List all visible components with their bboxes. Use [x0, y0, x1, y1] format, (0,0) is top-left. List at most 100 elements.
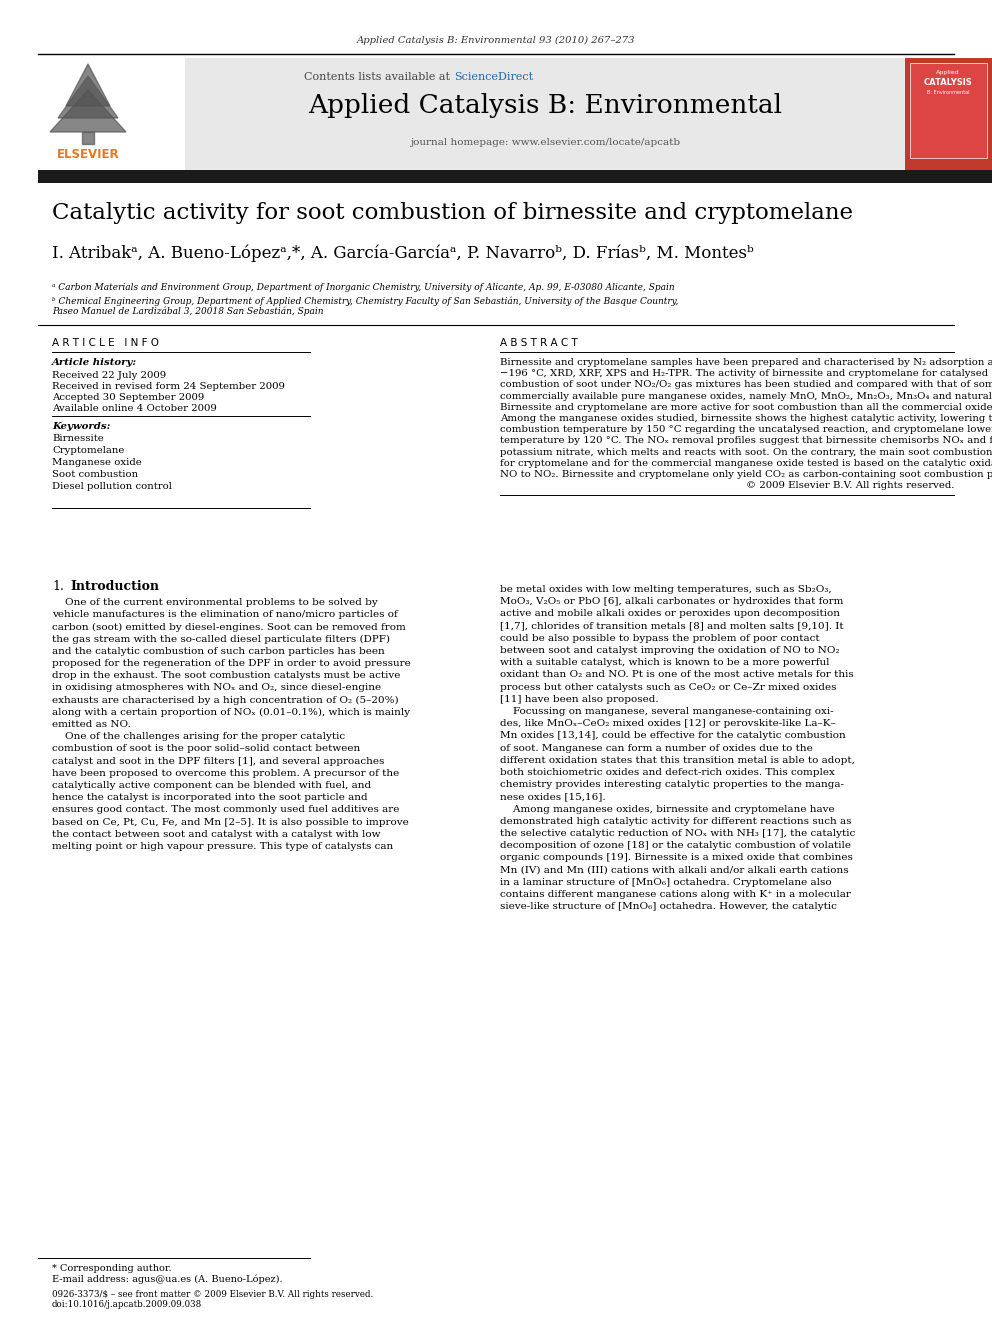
Text: Introduction: Introduction — [70, 579, 159, 593]
Text: MoO₃, V₂O₅ or PbO [6], alkali carbonates or hydroxides that form: MoO₃, V₂O₅ or PbO [6], alkali carbonates… — [500, 597, 843, 606]
Text: drop in the exhaust. The soot combustion catalysts must be active: drop in the exhaust. The soot combustion… — [52, 671, 401, 680]
Text: Diesel pollution control: Diesel pollution control — [52, 482, 172, 491]
Text: and the catalytic combustion of such carbon particles has been: and the catalytic combustion of such car… — [52, 647, 385, 656]
Text: have been proposed to overcome this problem. A precursor of the: have been proposed to overcome this prob… — [52, 769, 399, 778]
Text: Contents lists available at: Contents lists available at — [305, 71, 454, 82]
Text: B: Environmental: B: Environmental — [927, 90, 969, 95]
Text: different oxidation states that this transition metal is able to adopt,: different oxidation states that this tra… — [500, 755, 855, 765]
Polygon shape — [50, 90, 126, 132]
Bar — [38, 58, 185, 169]
Text: with a suitable catalyst, which is known to be a more powerful: with a suitable catalyst, which is known… — [500, 659, 829, 667]
Text: Birnessite: Birnessite — [52, 434, 104, 443]
Text: temperature by 120 °C. The NOₓ removal profiles suggest that birnessite chemisor: temperature by 120 °C. The NOₓ removal p… — [500, 437, 992, 446]
Text: the gas stream with the so-called diesel particulate filters (DPF): the gas stream with the so-called diesel… — [52, 635, 390, 644]
Text: One of the challenges arising for the proper catalytic: One of the challenges arising for the pr… — [52, 732, 345, 741]
Text: Catalytic activity for soot combustion of birnessite and cryptomelane: Catalytic activity for soot combustion o… — [52, 202, 853, 224]
Text: Applied: Applied — [936, 70, 960, 75]
Text: 0926-3373/$ – see front matter © 2009 Elsevier B.V. All rights reserved.: 0926-3373/$ – see front matter © 2009 El… — [52, 1290, 373, 1299]
Text: Soot combustion: Soot combustion — [52, 470, 138, 479]
Text: doi:10.1016/j.apcatb.2009.09.038: doi:10.1016/j.apcatb.2009.09.038 — [52, 1301, 202, 1308]
Text: the selective catalytic reduction of NOₓ with NH₃ [17], the catalytic: the selective catalytic reduction of NOₓ… — [500, 830, 855, 837]
Text: 1.: 1. — [52, 579, 63, 593]
Text: chemistry provides interesting catalytic properties to the manga-: chemistry provides interesting catalytic… — [500, 781, 844, 790]
Text: organic compounds [19]. Birnessite is a mixed oxide that combines: organic compounds [19]. Birnessite is a … — [500, 853, 853, 863]
Text: in oxidising atmospheres with NOₓ and O₂, since diesel-engine: in oxidising atmospheres with NOₓ and O₂… — [52, 684, 381, 692]
Text: Applied Catalysis B: Environmental: Applied Catalysis B: Environmental — [308, 93, 782, 118]
Text: for cryptomelane and for the commercial manganese oxide tested is based on the c: for cryptomelane and for the commercial … — [500, 459, 992, 468]
Text: A R T I C L E   I N F O: A R T I C L E I N F O — [52, 337, 159, 348]
Text: oxidant than O₂ and NO. Pt is one of the most active metals for this: oxidant than O₂ and NO. Pt is one of the… — [500, 671, 854, 680]
Text: active and mobile alkali oxides or peroxides upon decomposition: active and mobile alkali oxides or perox… — [500, 610, 840, 618]
Text: Birnessite and cryptomelane are more active for soot combustion than all the com: Birnessite and cryptomelane are more act… — [500, 402, 992, 411]
Text: Keywords:: Keywords: — [52, 422, 110, 431]
Text: in a laminar structure of [MnO₆] octahedra. Cryptomelane also: in a laminar structure of [MnO₆] octahed… — [500, 877, 831, 886]
Text: Paseo Manuel de Lardizábal 3, 20018 San Sebastián, Spain: Paseo Manuel de Lardizábal 3, 20018 San … — [52, 307, 323, 316]
Bar — [185, 58, 905, 169]
Text: −196 °C, XRD, XRF, XPS and H₂-TPR. The activity of birnessite and cryptomelane f: −196 °C, XRD, XRF, XPS and H₂-TPR. The a… — [500, 369, 988, 378]
Text: of soot. Manganese can form a number of oxides due to the: of soot. Manganese can form a number of … — [500, 744, 812, 753]
Polygon shape — [82, 132, 94, 144]
Text: be metal oxides with low melting temperatures, such as Sb₂O₃,: be metal oxides with low melting tempera… — [500, 585, 831, 594]
Text: Manganese oxide: Manganese oxide — [52, 458, 142, 467]
Text: I. Atribakᵃ, A. Bueno-Lópezᵃ,*, A. García-Garcíaᵃ, P. Navarroᵇ, D. Fríasᵇ, M. Mo: I. Atribakᵃ, A. Bueno-Lópezᵃ,*, A. Garcí… — [52, 245, 754, 262]
Text: Among manganese oxides, birnessite and cryptomelane have: Among manganese oxides, birnessite and c… — [500, 804, 834, 814]
Text: sieve-like structure of [MnO₆] octahedra. However, the catalytic: sieve-like structure of [MnO₆] octahedra… — [500, 902, 837, 912]
Text: emitted as NO.: emitted as NO. — [52, 720, 131, 729]
Text: des, like MnOₓ–CeO₂ mixed oxides [12] or perovskite-like La–K–: des, like MnOₓ–CeO₂ mixed oxides [12] or… — [500, 720, 835, 728]
Text: ensures good contact. The most commonly used fuel additives are: ensures good contact. The most commonly … — [52, 806, 400, 815]
Text: decomposition of ozone [18] or the catalytic combustion of volatile: decomposition of ozone [18] or the catal… — [500, 841, 851, 851]
Text: exhausts are characterised by a high concentration of O₂ (5–20%): exhausts are characterised by a high con… — [52, 696, 399, 705]
Text: Mn (IV) and Mn (III) cations with alkali and/or alkali earth cations: Mn (IV) and Mn (III) cations with alkali… — [500, 865, 848, 875]
Bar — [38, 169, 992, 183]
Text: Received in revised form 24 September 2009: Received in revised form 24 September 20… — [52, 382, 285, 392]
Text: the contact between soot and catalyst with a catalyst with low: the contact between soot and catalyst wi… — [52, 830, 381, 839]
Text: ᵃ Carbon Materials and Environment Group, Department of Inorganic Chemistry, Uni: ᵃ Carbon Materials and Environment Group… — [52, 283, 675, 292]
Text: catalyst and soot in the DPF filters [1], and several approaches: catalyst and soot in the DPF filters [1]… — [52, 757, 384, 766]
Text: based on Ce, Pt, Cu, Fe, and Mn [2–5]. It is also possible to improve: based on Ce, Pt, Cu, Fe, and Mn [2–5]. I… — [52, 818, 409, 827]
Text: Focussing on manganese, several manganese-containing oxi-: Focussing on manganese, several manganes… — [500, 706, 833, 716]
Text: E-mail address: agus@ua.es (A. Bueno-López).: E-mail address: agus@ua.es (A. Bueno-Lóp… — [52, 1275, 283, 1285]
Text: CATALYSIS: CATALYSIS — [924, 78, 972, 87]
Text: [11] have been also proposed.: [11] have been also proposed. — [500, 695, 659, 704]
Text: NO to NO₂. Birnessite and cryptomelane only yield CO₂ as carbon-containing soot : NO to NO₂. Birnessite and cryptomelane o… — [500, 470, 992, 479]
Text: carbon (soot) emitted by diesel-engines. Soot can be removed from: carbon (soot) emitted by diesel-engines.… — [52, 622, 406, 631]
Text: catalytically active component can be blended with fuel, and: catalytically active component can be bl… — [52, 781, 371, 790]
Text: A B S T R A C T: A B S T R A C T — [500, 337, 577, 348]
Text: process but other catalysts such as CeO₂ or Ce–Zr mixed oxides: process but other catalysts such as CeO₂… — [500, 683, 836, 692]
Text: One of the current environmental problems to be solved by: One of the current environmental problem… — [52, 598, 378, 607]
Text: ScienceDirect: ScienceDirect — [454, 71, 533, 82]
Text: Available online 4 October 2009: Available online 4 October 2009 — [52, 404, 216, 413]
Bar — [905, 58, 992, 169]
Text: Cryptomelane: Cryptomelane — [52, 446, 124, 455]
Text: Birnessite and cryptomelane samples have been prepared and characterised by N₂ a: Birnessite and cryptomelane samples have… — [500, 359, 992, 366]
Text: proposed for the regeneration of the DPF in order to avoid pressure: proposed for the regeneration of the DPF… — [52, 659, 411, 668]
Text: melting point or high vapour pressure. This type of catalysts can: melting point or high vapour pressure. T… — [52, 841, 393, 851]
Text: demonstrated high catalytic activity for different reactions such as: demonstrated high catalytic activity for… — [500, 816, 851, 826]
Text: © 2009 Elsevier B.V. All rights reserved.: © 2009 Elsevier B.V. All rights reserved… — [746, 482, 954, 491]
Text: combustion of soot is the poor solid–solid contact between: combustion of soot is the poor solid–sol… — [52, 745, 360, 753]
Text: contains different manganese cations along with K⁺ in a molecular: contains different manganese cations alo… — [500, 890, 851, 900]
Polygon shape — [66, 64, 110, 106]
Text: could be also possible to bypass the problem of poor contact: could be also possible to bypass the pro… — [500, 634, 819, 643]
Text: Mn oxides [13,14], could be effective for the catalytic combustion: Mn oxides [13,14], could be effective fo… — [500, 732, 846, 741]
Text: * Corresponding author.: * Corresponding author. — [52, 1263, 172, 1273]
Text: [1,7], chlorides of transition metals [8] and molten salts [9,10]. It: [1,7], chlorides of transition metals [8… — [500, 622, 843, 631]
Text: hence the catalyst is incorporated into the soot particle and: hence the catalyst is incorporated into … — [52, 794, 368, 802]
Text: journal homepage: www.elsevier.com/locate/apcatb: journal homepage: www.elsevier.com/locat… — [410, 138, 681, 147]
Text: Received 22 July 2009: Received 22 July 2009 — [52, 370, 166, 380]
Text: Among the manganese oxides studied, birnessite shows the highest catalytic activ: Among the manganese oxides studied, birn… — [500, 414, 992, 423]
Text: nese oxides [15,16].: nese oxides [15,16]. — [500, 792, 606, 802]
Bar — [910, 64, 987, 157]
Text: Accepted 30 September 2009: Accepted 30 September 2009 — [52, 393, 204, 402]
Text: ᵇ Chemical Engineering Group, Department of Applied Chemistry, Chemistry Faculty: ᵇ Chemical Engineering Group, Department… — [52, 296, 679, 306]
Text: combustion temperature by 150 °C regarding the uncatalysed reaction, and cryptom: combustion temperature by 150 °C regardi… — [500, 425, 992, 434]
Text: ELSEVIER: ELSEVIER — [57, 148, 119, 161]
Text: Applied Catalysis B: Environmental 93 (2010) 267–273: Applied Catalysis B: Environmental 93 (2… — [357, 36, 635, 45]
Text: combustion of soot under NO₂/O₂ gas mixtures has been studied and compared with : combustion of soot under NO₂/O₂ gas mixt… — [500, 381, 992, 389]
Text: along with a certain proportion of NOₓ (0.01–0.1%), which is mainly: along with a certain proportion of NOₓ (… — [52, 708, 410, 717]
Text: potassium nitrate, which melts and reacts with soot. On the contrary, the main s: potassium nitrate, which melts and react… — [500, 447, 992, 456]
Text: vehicle manufactures is the elimination of nano/micro particles of: vehicle manufactures is the elimination … — [52, 610, 398, 619]
Text: both stoichiometric oxides and defect-rich oxides. This complex: both stoichiometric oxides and defect-ri… — [500, 767, 835, 777]
Polygon shape — [58, 75, 118, 118]
Text: commercially available pure manganese oxides, namely MnO, MnO₂, Mn₂O₃, Mn₃O₄ and: commercially available pure manganese ox… — [500, 392, 992, 401]
